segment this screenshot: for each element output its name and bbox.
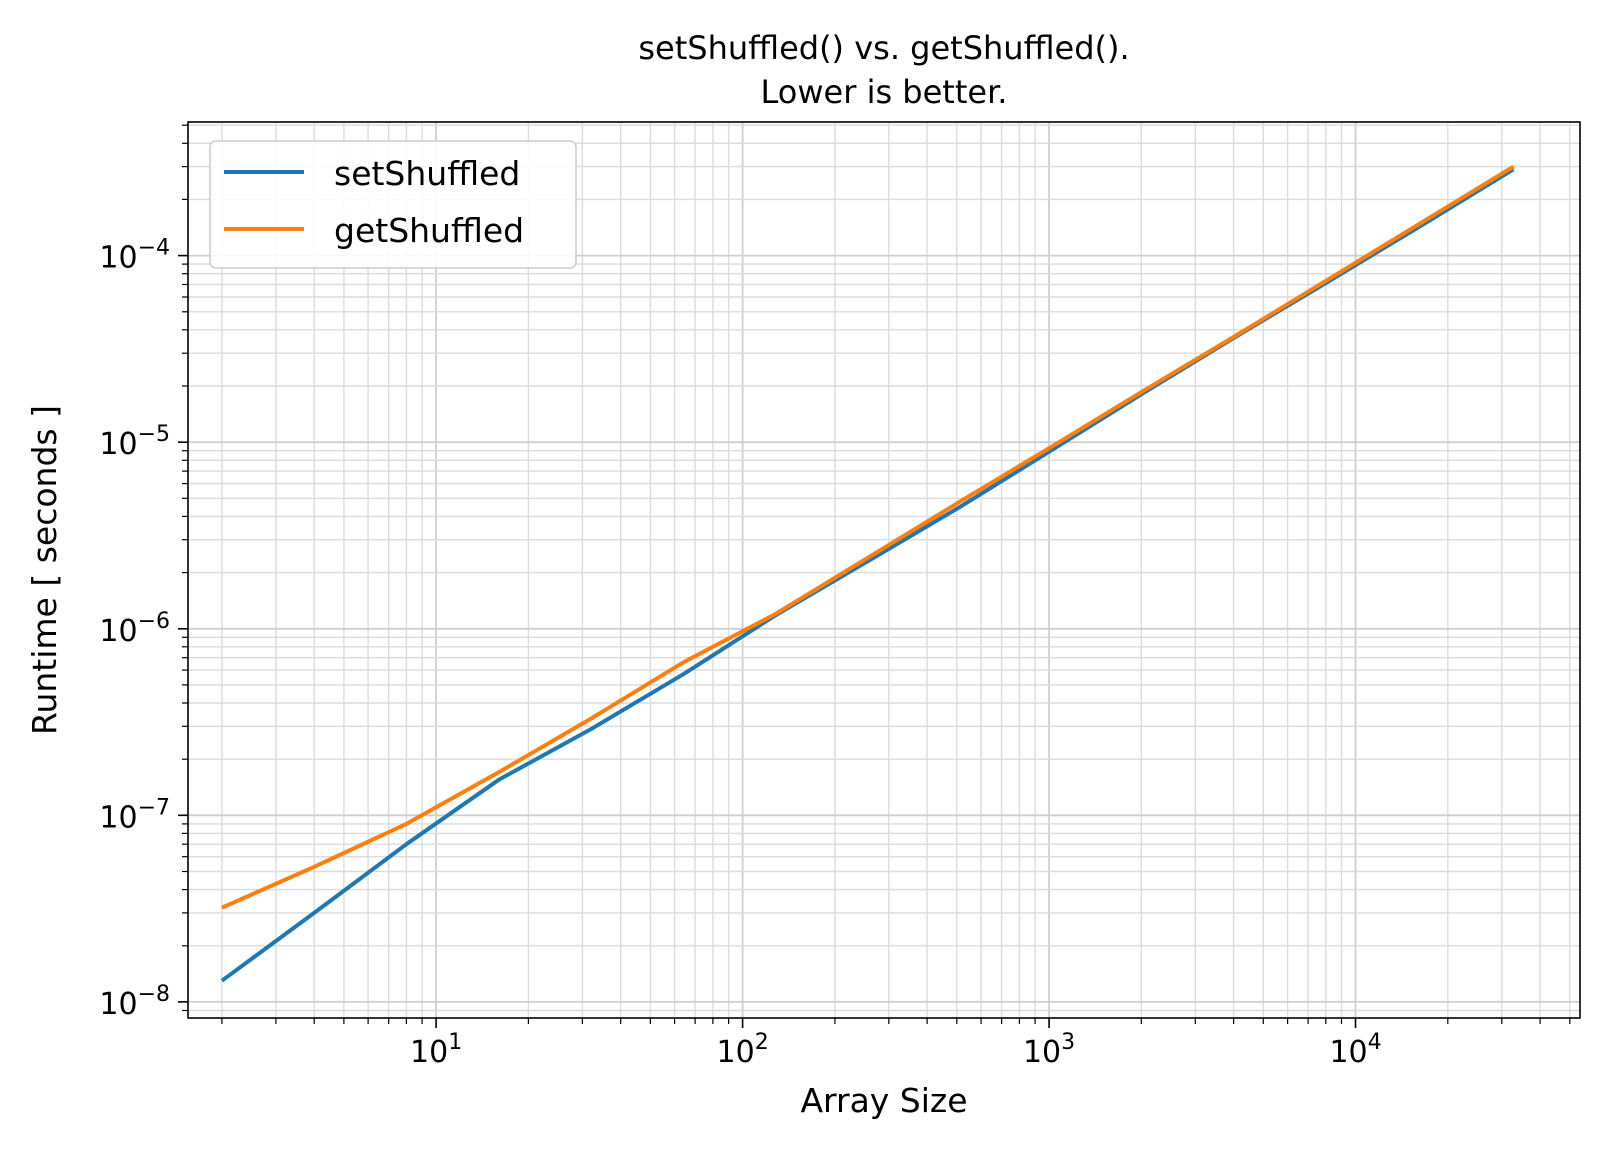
y-tick-label: 10−8	[99, 982, 170, 1022]
axis-ticks	[178, 124, 1571, 1028]
x-tick-label: 103	[1023, 1030, 1075, 1070]
y-axis-label: Runtime [ seconds ]	[25, 405, 64, 735]
series-lines	[220, 164, 1515, 983]
y-tick-label: 10−6	[99, 609, 170, 649]
x-tick-label: 101	[410, 1030, 462, 1070]
legend-label-setshuffled: setShuffled	[334, 154, 520, 193]
x-tick-label: 102	[717, 1030, 769, 1070]
y-tick-label: 10−7	[99, 795, 170, 835]
x-tick-label: 104	[1329, 1030, 1381, 1070]
chart-subtitle: Lower is better.	[761, 73, 1008, 111]
series-line-getshuffled	[221, 164, 1515, 910]
series-line-setshuffled	[220, 167, 1515, 983]
legend-label-getshuffled: getShuffled	[334, 211, 524, 250]
x-axis-label: Array Size	[800, 1081, 967, 1120]
chart-title: setShuffled() vs. getShuffled().	[638, 29, 1129, 67]
plot-frame	[187, 121, 1581, 1019]
tick-labels: 101 102 103 104 10−8 10−7 10−6 10−5 10−4	[99, 236, 1381, 1070]
y-tick-label: 10−4	[99, 236, 170, 276]
legend: setShuffled getShuffled	[209, 140, 577, 269]
grid-lines	[188, 122, 1580, 1018]
y-tick-label: 10−5	[99, 422, 170, 462]
